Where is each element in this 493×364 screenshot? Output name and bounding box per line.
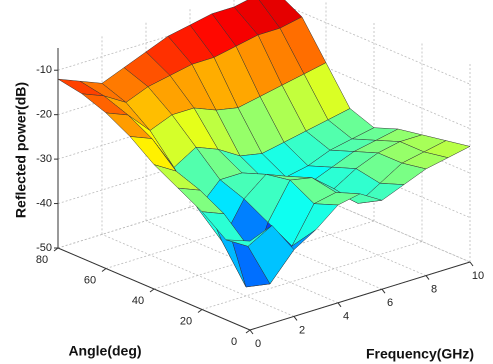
z-tick-label: -40 <box>36 197 52 209</box>
tick-mark <box>337 302 342 308</box>
surface-patch <box>225 225 273 247</box>
z-tick-label: -10 <box>36 64 52 76</box>
x-tick-label: 8 <box>431 284 437 296</box>
tick-mark <box>425 275 430 280</box>
axis-line <box>249 261 471 331</box>
grid-line <box>101 234 295 317</box>
z-tick-label: -50 <box>36 242 52 254</box>
x-tick-label: 4 <box>343 311 349 323</box>
z-tick-label: -30 <box>36 153 52 165</box>
y-tick-label: 40 <box>132 295 144 307</box>
z-tick-label: -20 <box>36 109 52 121</box>
tick-mark <box>101 268 107 272</box>
grid-line <box>57 135 471 218</box>
y-tick-label: 20 <box>180 315 192 327</box>
grid-line <box>57 1 471 85</box>
y-axis-label: Angle(deg) <box>68 343 141 359</box>
y-tick-label: 80 <box>36 254 48 266</box>
grid-line <box>57 179 471 263</box>
x-tick-label: 2 <box>299 324 305 336</box>
y-tick-label: 60 <box>84 274 96 286</box>
z-axis-label: Reflected power(dB) <box>13 82 29 218</box>
tick-mark <box>149 288 155 293</box>
tick-mark <box>381 288 386 294</box>
tick-mark <box>469 261 474 267</box>
x-tick-label: 10 <box>472 270 484 282</box>
x-tick-label: 0 <box>255 338 261 350</box>
tick-mark <box>245 329 251 334</box>
tick-mark <box>293 316 298 321</box>
tick-mark <box>197 309 203 313</box>
x-axis-label: Frequency(GHz) <box>366 346 474 362</box>
y-tick-label: 0 <box>231 336 237 348</box>
x-tick-label: 6 <box>387 297 393 309</box>
tick-mark <box>249 329 254 335</box>
